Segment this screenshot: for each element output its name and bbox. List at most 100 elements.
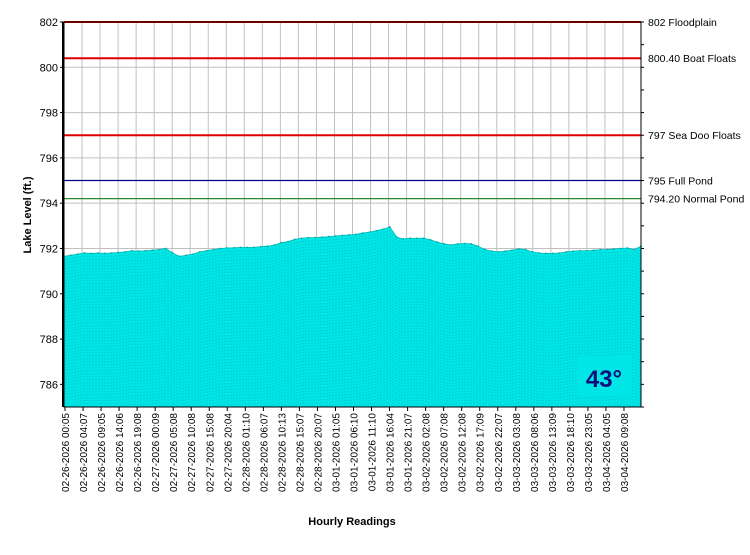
data-point	[348, 233, 351, 236]
reading-marks	[65, 230, 640, 407]
data-point	[341, 234, 344, 237]
x-tick-label: 02-27-2026 05:08	[169, 413, 180, 492]
data-point	[259, 245, 262, 248]
data-point	[612, 248, 615, 250]
data-point	[158, 248, 160, 251]
data-point	[110, 252, 113, 254]
x-tick-label: 02-26-2026 19:08	[133, 413, 144, 492]
data-point	[354, 233, 357, 236]
data-point	[198, 250, 201, 253]
x-tick-label: 03-02-2026 17:09	[476, 413, 487, 492]
y-tick-label: 802	[40, 17, 58, 29]
data-point	[456, 243, 459, 245]
data-point	[307, 236, 310, 239]
data-point	[192, 253, 194, 256]
data-point	[69, 254, 72, 257]
data-point	[266, 245, 269, 248]
data-point	[388, 226, 391, 228]
data-point	[429, 238, 432, 241]
y-tick-labels: 786 788 790 792 794 796 798 800 802	[40, 17, 64, 391]
data-point	[334, 235, 337, 237]
temperature-badge-bg	[578, 356, 631, 396]
data-point	[592, 249, 595, 252]
lake-level-area	[63, 226, 642, 408]
data-point	[232, 246, 235, 249]
data-point	[626, 247, 629, 249]
reference-line-label: 802 Floodplain	[648, 17, 717, 29]
x-tick-label: 02-28-2026 20:07	[313, 413, 324, 492]
data-point	[361, 232, 364, 234]
data-point	[633, 248, 636, 251]
data-point	[287, 240, 289, 243]
x-tick-label: 03-02-2026 07:08	[440, 413, 451, 492]
y-tick-label: 794	[40, 198, 58, 210]
data-point	[226, 247, 228, 249]
data-point	[293, 238, 296, 241]
x-tick-label: 02-26-2026 00:05	[61, 413, 72, 492]
data-point	[124, 250, 126, 253]
data-point	[219, 247, 222, 250]
x-tick-label: 02-28-2026 15:07	[295, 413, 306, 492]
data-point	[585, 249, 588, 252]
data-point	[579, 249, 581, 252]
data-point	[531, 250, 534, 253]
reference-line-label: 797 Sea Doo Floats	[648, 130, 741, 142]
x-tick-label: 03-01-2026 11:10	[368, 413, 379, 492]
x-tick-label: 02-27-2026 10:08	[187, 413, 198, 492]
x-tick-label: 03-01-2026 21:07	[404, 413, 415, 492]
x-tick-label: 03-01-2026 01:05	[331, 413, 342, 492]
x-tick-label: 02-27-2026 15:08	[205, 413, 216, 492]
x-tick-label: 02-27-2026 00:09	[151, 413, 162, 492]
x-tick-labels: 02-26-2026 00:05 02-26-2026 04:07 02-26-20…	[61, 407, 631, 492]
x-tick-label: 03-03-2026 13:09	[548, 413, 559, 492]
data-point	[300, 237, 303, 240]
x-tick-label: 03-03-2026 03:08	[512, 413, 523, 492]
data-point	[551, 252, 554, 255]
data-point	[171, 252, 174, 254]
data-point	[511, 249, 513, 252]
data-point	[205, 249, 208, 252]
data-point	[239, 246, 242, 249]
x-tick-label: 03-02-2026 12:08	[458, 413, 469, 492]
data-point	[117, 251, 120, 254]
x-tick-label: 02-26-2026 14:06	[115, 413, 126, 492]
x-tick-label: 03-04-2026 09:08	[620, 413, 631, 492]
data-point	[483, 248, 486, 251]
x-axis-title: Hourly Readings	[308, 516, 395, 528]
data-point	[545, 252, 547, 255]
data-point	[253, 246, 255, 249]
data-point	[538, 252, 541, 254]
reference-lines: 802 Floodplain 800.40 Boat Floats 797 Sea …	[64, 17, 744, 206]
x-tick-label: 03-01-2026 16:04	[386, 413, 397, 492]
axes	[62, 21, 644, 408]
data-point	[504, 250, 507, 253]
y-tick-label: 792	[40, 243, 58, 255]
data-point	[90, 252, 93, 255]
data-point	[327, 235, 330, 238]
x-tick-label: 02-26-2026 09:05	[97, 413, 108, 492]
y-tick-label: 798	[40, 108, 58, 120]
data-point	[436, 241, 439, 244]
x-tick-label: 02-27-2026 20:04	[223, 413, 234, 492]
data-point	[321, 236, 323, 239]
data-point	[375, 229, 378, 232]
data-point	[97, 252, 99, 254]
data-point	[212, 248, 215, 251]
data-point	[599, 248, 602, 251]
x-tick-label: 03-03-2026 08:06	[530, 413, 541, 492]
data-point	[368, 231, 371, 234]
data-point	[144, 249, 147, 252]
data-point	[497, 250, 500, 253]
data-point	[524, 248, 527, 251]
data-point	[103, 252, 106, 255]
y-tick-label: 800	[40, 62, 58, 74]
data-point	[477, 245, 479, 248]
y-tick-label: 786	[40, 379, 58, 391]
data-area	[63, 226, 642, 408]
x-tick-label: 02-28-2026 10:13	[277, 413, 288, 492]
y-axis-title: Lake Level (ft.)	[22, 176, 34, 253]
reference-line-label: 800.40 Boat Floats	[648, 53, 736, 65]
data-point	[572, 250, 575, 253]
